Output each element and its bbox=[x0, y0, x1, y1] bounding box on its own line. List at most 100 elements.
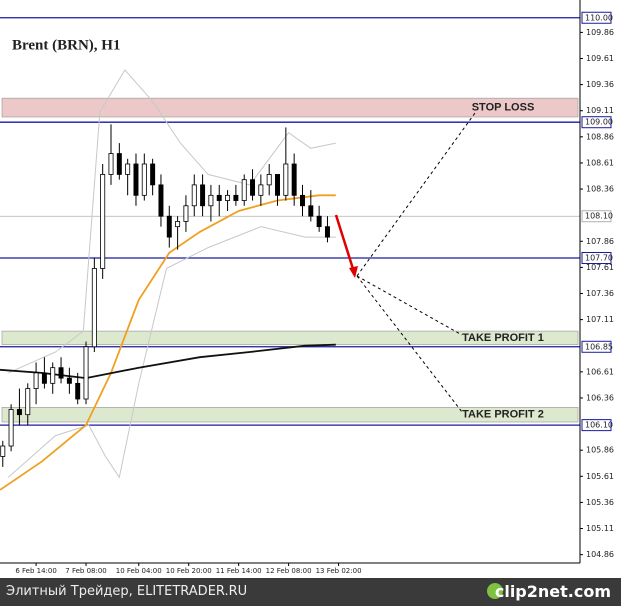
candle-body bbox=[200, 184, 206, 207]
footer-brand: clip2net.com bbox=[494, 582, 611, 601]
y-tick-label: 108.61 bbox=[586, 158, 614, 167]
candle-body bbox=[324, 226, 330, 238]
level-label: 106.10 bbox=[585, 421, 613, 430]
level-label: 110.00 bbox=[585, 13, 613, 22]
y-tick-label: 105.36 bbox=[586, 498, 614, 507]
y-tick-label: 109.36 bbox=[586, 80, 614, 89]
candle-body bbox=[0, 445, 6, 457]
y-tick-label: 105.61 bbox=[586, 472, 614, 481]
candle-body bbox=[66, 377, 72, 384]
candle-body bbox=[250, 179, 256, 196]
level-label: 108.10 bbox=[585, 212, 613, 221]
candle-body bbox=[225, 194, 231, 201]
candle-body bbox=[316, 215, 322, 228]
candle-body bbox=[216, 194, 222, 201]
zone bbox=[1, 330, 579, 346]
candle-body bbox=[283, 163, 289, 196]
y-tick-label: 105.86 bbox=[586, 446, 614, 455]
candles bbox=[0, 124, 330, 467]
x-tick-label: 10 Feb 04:00 bbox=[116, 567, 162, 575]
candle-body bbox=[300, 194, 305, 207]
level-label: 109.00 bbox=[585, 118, 613, 127]
zone bbox=[1, 407, 579, 423]
x-tick-label: 10 Feb 20:00 bbox=[166, 567, 212, 575]
candle-body bbox=[41, 372, 47, 384]
y-tick-label: 108.86 bbox=[586, 132, 614, 141]
zone-label: TAKE PROFIT 2 bbox=[462, 409, 544, 421]
candle-body bbox=[150, 163, 156, 186]
footer-site: Элитный Трейдер, ELITETRADER.RU bbox=[6, 584, 248, 599]
forecast-arrow bbox=[334, 214, 356, 273]
candle-body bbox=[233, 194, 239, 201]
candle-body bbox=[58, 367, 64, 379]
y-tick-label: 107.61 bbox=[586, 263, 614, 272]
level-box bbox=[581, 116, 612, 129]
indicator-line bbox=[7, 226, 336, 479]
candle-body bbox=[291, 163, 297, 196]
zones bbox=[1, 97, 579, 423]
x-tick-label: 6 Feb 14:00 bbox=[15, 567, 56, 575]
candle-body bbox=[33, 372, 39, 389]
candle-body bbox=[16, 409, 22, 416]
candle-body bbox=[125, 163, 131, 175]
candle-body bbox=[175, 221, 181, 228]
candle-body bbox=[133, 163, 139, 196]
y-tick-label: 107.11 bbox=[586, 315, 614, 324]
candle-body bbox=[75, 382, 81, 400]
y-tick-label: 108.36 bbox=[586, 185, 614, 194]
forecast-dashes bbox=[356, 112, 476, 413]
candle-body bbox=[166, 215, 172, 238]
candle-body bbox=[108, 153, 114, 175]
level-box bbox=[581, 210, 612, 223]
level-box bbox=[581, 340, 612, 353]
indicator-line bbox=[0, 194, 336, 491]
candle-body bbox=[258, 184, 264, 196]
candle-body bbox=[116, 153, 122, 175]
level-label: 106.85 bbox=[585, 342, 613, 351]
candle-body bbox=[241, 179, 247, 201]
candle-body bbox=[141, 163, 147, 196]
candle-body bbox=[183, 205, 189, 222]
indicator-line bbox=[8, 69, 336, 374]
y-tick-label: 107.36 bbox=[586, 289, 614, 298]
candle-body bbox=[275, 174, 280, 196]
chart: Brent (BRN), H1 STOP LOSS TAKE PROFIT 1 TA… bbox=[0, 0, 614, 575]
y-tick-label: 106.36 bbox=[586, 393, 614, 402]
y-tick-label: 106.61 bbox=[586, 367, 614, 376]
level-label: 107.70 bbox=[585, 253, 613, 262]
arrow-head bbox=[349, 266, 358, 278]
x-tick-label: 13 Feb 02:00 bbox=[316, 567, 362, 575]
y-tick-label: 104.86 bbox=[586, 550, 614, 559]
y-tick-label: 109.11 bbox=[586, 106, 614, 115]
candle-body bbox=[191, 184, 197, 207]
logo bbox=[487, 583, 503, 599]
level-box bbox=[581, 419, 612, 432]
candle-body bbox=[308, 205, 314, 217]
lines bbox=[0, 17, 580, 491]
zone bbox=[1, 97, 579, 118]
candle-body bbox=[50, 367, 56, 384]
level-box bbox=[581, 11, 612, 24]
y-tick-label: 105.11 bbox=[586, 524, 614, 533]
chart-title: Brent (BRN), H1 bbox=[12, 37, 120, 53]
y-tick-label: 107.86 bbox=[586, 237, 614, 246]
x-tick-label: 11 Feb 14:00 bbox=[216, 567, 262, 575]
candle-body bbox=[208, 194, 214, 207]
candle-body bbox=[91, 268, 97, 348]
candle-body bbox=[266, 174, 272, 186]
y-tick-label: 109.61 bbox=[586, 54, 614, 63]
zone-label: STOP LOSS bbox=[472, 101, 535, 113]
x-tick-label: 7 Feb 08:00 bbox=[65, 567, 106, 575]
y-tick-label: 109.86 bbox=[586, 28, 614, 37]
level-box bbox=[581, 251, 612, 264]
x-tick-label: 12 Feb 08:00 bbox=[266, 567, 312, 575]
footer: Элитный Трейдер, ELITETRADER.RU clip2net… bbox=[0, 578, 621, 606]
indicator-line bbox=[0, 343, 336, 380]
zone-label: TAKE PROFIT 1 bbox=[462, 332, 544, 344]
candle-body bbox=[25, 388, 31, 416]
candle-body bbox=[158, 184, 164, 217]
candle-body bbox=[8, 409, 14, 447]
candle-body bbox=[83, 346, 89, 400]
candle-body bbox=[100, 174, 106, 269]
